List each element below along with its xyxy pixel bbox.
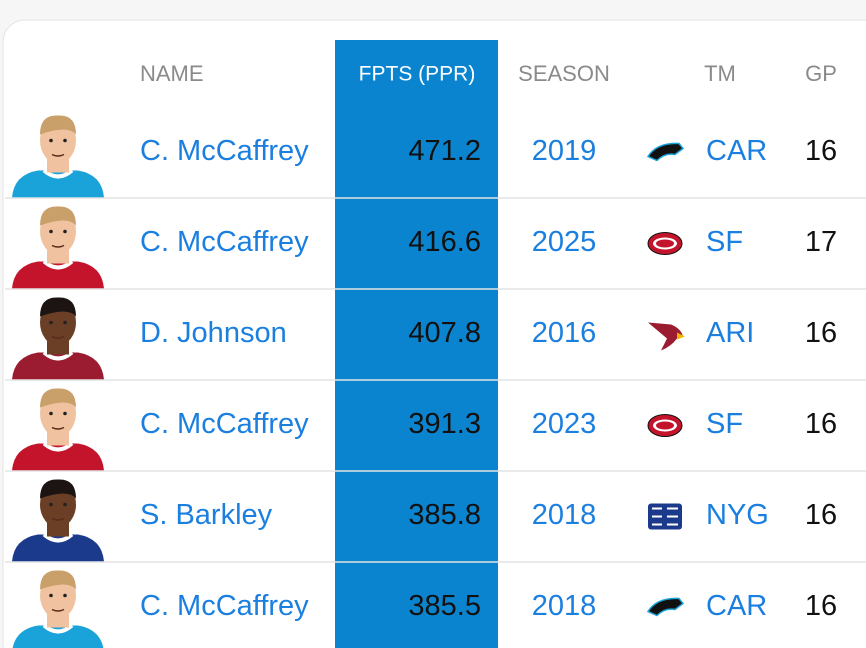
- hair: [40, 570, 76, 590]
- logo-shape: [646, 597, 685, 617]
- eye: [63, 138, 67, 143]
- games-played: 17: [805, 226, 837, 258]
- collar: [42, 259, 74, 270]
- team-logo: [648, 503, 682, 530]
- eye: [63, 593, 67, 598]
- mouth: [51, 153, 65, 157]
- fantasy-points: 385.5: [408, 590, 481, 622]
- fantasy-points: 391.3: [408, 408, 481, 440]
- collar: [42, 532, 74, 543]
- mouth: [51, 517, 65, 521]
- eye: [49, 502, 53, 507]
- header-gp[interactable]: GP: [805, 61, 837, 86]
- mouth: [51, 335, 65, 339]
- collar: [42, 441, 74, 452]
- hair: [40, 115, 76, 135]
- team-logo: [647, 414, 683, 437]
- collar: [42, 350, 74, 361]
- header-season[interactable]: SEASON: [518, 61, 610, 86]
- eye: [49, 229, 53, 234]
- sorted-column: [335, 40, 498, 648]
- team-logo: [647, 232, 683, 255]
- fantasy-points: 385.8: [408, 499, 481, 531]
- games-played: 16: [805, 499, 837, 531]
- jersey: [12, 443, 104, 471]
- mouth: [51, 608, 65, 612]
- player-name[interactable]: D. Johnson: [140, 317, 287, 349]
- team-logo: [646, 597, 685, 617]
- logo-shape: [648, 503, 682, 530]
- jersey: [12, 534, 104, 562]
- season[interactable]: 2025: [532, 226, 597, 258]
- season[interactable]: 2018: [532, 590, 597, 622]
- player-name[interactable]: C. McCaffrey: [140, 135, 309, 167]
- header-team[interactable]: TM: [704, 61, 736, 86]
- season[interactable]: 2016: [532, 317, 597, 349]
- team[interactable]: NYG: [706, 499, 769, 531]
- eye: [63, 320, 67, 325]
- collar: [42, 168, 74, 179]
- games-played: 16: [805, 590, 837, 622]
- logo-shape: [648, 322, 683, 351]
- team[interactable]: SF: [706, 226, 743, 258]
- logo-lines: [652, 507, 678, 526]
- hair: [40, 479, 76, 499]
- games-played: 16: [805, 135, 837, 167]
- season[interactable]: 2018: [532, 499, 597, 531]
- fantasy-points: 407.8: [408, 317, 481, 349]
- logo-beak: [677, 332, 685, 340]
- header-name[interactable]: NAME: [140, 61, 204, 86]
- collar: [42, 623, 74, 634]
- eye: [49, 320, 53, 325]
- eye: [49, 138, 53, 143]
- season[interactable]: 2023: [532, 408, 597, 440]
- fantasy-points: 416.6: [408, 226, 481, 258]
- games-played: 16: [805, 408, 837, 440]
- eye: [63, 502, 67, 507]
- header-fpts[interactable]: FPTS (PPR): [359, 63, 476, 86]
- jersey: [12, 352, 104, 380]
- jersey: [12, 170, 104, 198]
- fantasy-points: 471.2: [408, 135, 481, 167]
- eye: [63, 229, 67, 234]
- player-name[interactable]: C. McCaffrey: [140, 226, 309, 258]
- team-logo: [646, 142, 685, 162]
- games-played: 16: [805, 317, 837, 349]
- player-avatar: [12, 570, 104, 648]
- team[interactable]: SF: [706, 408, 743, 440]
- hair: [40, 206, 76, 226]
- mouth: [51, 244, 65, 248]
- team[interactable]: CAR: [706, 135, 767, 167]
- player-avatar: [12, 388, 104, 471]
- player-name[interactable]: S. Barkley: [140, 499, 273, 531]
- logo-core: [656, 239, 674, 248]
- eye: [49, 411, 53, 416]
- team[interactable]: CAR: [706, 590, 767, 622]
- player-avatar: [12, 115, 104, 198]
- season[interactable]: 2019: [532, 135, 597, 167]
- jersey: [12, 261, 104, 289]
- eye: [49, 593, 53, 598]
- jersey: [12, 625, 104, 648]
- team[interactable]: ARI: [706, 317, 754, 349]
- hair: [40, 388, 76, 408]
- logo-shape: [646, 142, 685, 162]
- player-name[interactable]: C. McCaffrey: [140, 590, 309, 622]
- player-name[interactable]: C. McCaffrey: [140, 408, 309, 440]
- eye: [63, 411, 67, 416]
- team-logo: [648, 322, 685, 351]
- mouth: [51, 426, 65, 430]
- player-avatar: [12, 297, 104, 380]
- logo-core: [656, 421, 674, 430]
- player-avatar: [12, 479, 104, 562]
- hair: [40, 297, 76, 317]
- player-avatar: [12, 206, 104, 289]
